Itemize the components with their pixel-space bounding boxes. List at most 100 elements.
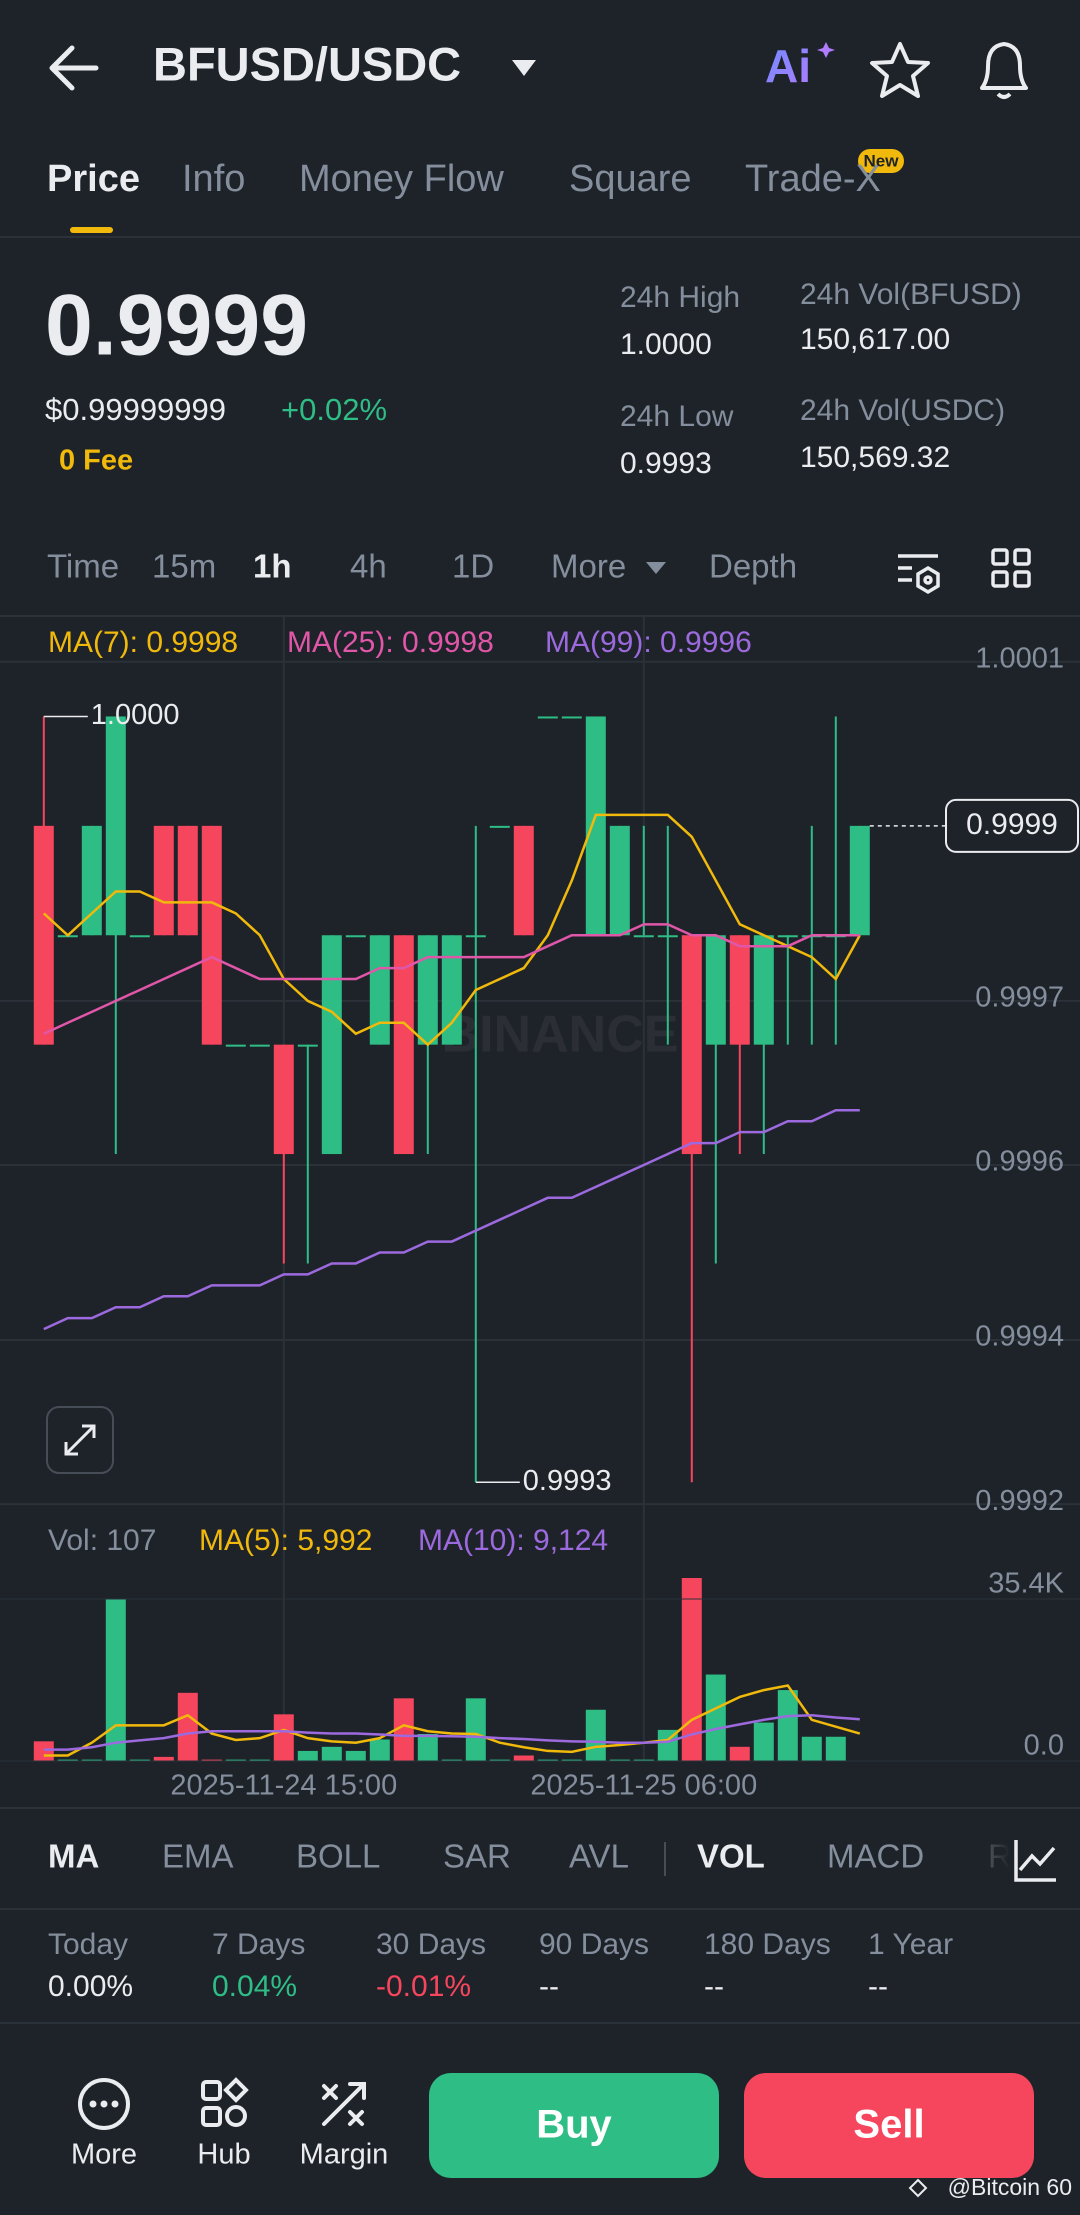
volume-bar [33, 1741, 54, 1761]
y-tick-label: 0.9997 [975, 982, 1064, 1014]
candle-body [153, 825, 174, 936]
sell-label: Sell [853, 2103, 924, 2147]
interval[interactable]: 4h [350, 548, 387, 585]
usd-price: $0.99999999 [45, 392, 226, 427]
volume-bar [585, 1709, 606, 1761]
vol-tick-label: 0.0 [1024, 1730, 1064, 1762]
ma-line [43, 1109, 860, 1331]
low-marker-label: 0.9993 [523, 1465, 612, 1497]
back-button[interactable] [49, 45, 99, 91]
indicator-tab[interactable]: EMA [162, 1838, 234, 1875]
candle-body [297, 1044, 318, 1047]
expand-button[interactable] [46, 1406, 114, 1474]
candle-body [849, 825, 870, 936]
margin-label: Margin [300, 2139, 389, 2171]
price-change: +0.02% [281, 392, 387, 427]
candle-body [657, 935, 678, 938]
interval[interactable]: 15m [152, 548, 216, 585]
ma-legend: MA(25): 0.9998 [287, 626, 494, 659]
layout-icon[interactable] [991, 548, 1031, 588]
hub-label: Hub [197, 2139, 250, 2171]
interval[interactable]: Depth [709, 548, 797, 585]
tab[interactable]: Square [569, 158, 692, 200]
perf-value: -- [704, 1970, 724, 2003]
candle-body [681, 935, 702, 1155]
stat-label: 24h Vol(BFUSD) [800, 278, 1022, 311]
chart-settings-icon[interactable] [898, 554, 940, 595]
volume-bar [609, 1759, 630, 1761]
perf-period: Today [48, 1928, 128, 1961]
candle-body [201, 825, 222, 1045]
interval[interactable]: 1D [452, 548, 494, 585]
indicator-tab[interactable]: BOLL [296, 1838, 380, 1875]
volume-bar [753, 1722, 774, 1761]
buy-button[interactable] [429, 2073, 719, 2178]
vol-legend: Vol: 107 [48, 1524, 156, 1557]
candle-body [129, 935, 150, 938]
x-tick-label: 2025-11-25 06:00 [530, 1770, 757, 1802]
volume-bar [561, 1759, 582, 1761]
candle-body [513, 825, 534, 936]
hub-icon[interactable] [201, 2077, 249, 2127]
sell-button[interactable] [744, 2073, 1034, 2178]
new-badge-bg [858, 149, 904, 173]
tab[interactable]: Trade-X [745, 158, 881, 200]
favorite-icon[interactable] [870, 42, 930, 98]
stat-value: 0.9993 [620, 447, 712, 480]
last-price: 0.9999 [45, 278, 308, 374]
volume-bar [465, 1698, 486, 1761]
chart-layer: BINANCE [0, 617, 1080, 1762]
candle-body [537, 716, 558, 719]
indicator-tab[interactable]: MA [48, 1838, 99, 1875]
more-dots [89, 2100, 119, 2108]
indicator-tab[interactable]: AVL [569, 1838, 629, 1875]
volume-bar [201, 1759, 222, 1761]
x-tick-label: 2025-11-24 15:00 [170, 1770, 397, 1802]
stat-value: 150,617.00 [800, 323, 950, 356]
high-marker-label: 1.0000 [91, 699, 180, 731]
ai-button[interactable]: Ai [765, 40, 811, 92]
vol-tick-label: 35.4K [988, 1568, 1064, 1600]
ma-line [43, 1684, 861, 1757]
last-price-label: 0.9999 [966, 808, 1058, 841]
tab[interactable]: Price [47, 158, 140, 200]
indicator-settings-icon[interactable] [1014, 1840, 1056, 1882]
interval[interactable]: More [551, 548, 626, 585]
candle-body [273, 1044, 294, 1155]
candle-body [249, 1044, 270, 1047]
ma-line [42, 813, 861, 1047]
volume-bar [345, 1750, 366, 1761]
volume-bar [297, 1750, 318, 1761]
tab[interactable]: Info [182, 158, 245, 200]
more-dropdown[interactable] [646, 562, 666, 574]
perf-value: -- [539, 1970, 559, 2003]
indicator-tab[interactable]: VOL [697, 1838, 765, 1875]
interval[interactable]: 1h [253, 548, 292, 585]
margin-icon[interactable] [322, 2082, 366, 2126]
candle-body [345, 935, 366, 938]
last-price-box [945, 798, 1079, 853]
ai-sparkle [817, 42, 835, 58]
candle-body [585, 716, 606, 936]
new-badge: New [864, 151, 900, 170]
ma-line [43, 1713, 860, 1751]
notification-icon[interactable] [980, 42, 1028, 99]
perf-value: -- [868, 1970, 888, 2003]
more-icon[interactable] [78, 2078, 130, 2130]
interval: Time [47, 548, 119, 585]
indicator-tab[interactable]: MACD [827, 1838, 924, 1875]
pair-dropdown[interactable] [512, 60, 536, 76]
volume-bar [105, 1599, 126, 1761]
y-tick-label: 0.9992 [975, 1485, 1064, 1517]
vol-legend: MA(5): 5,992 [199, 1524, 372, 1557]
candle-body [489, 825, 510, 828]
y-tick-label: 0.9996 [975, 1146, 1064, 1178]
indicator-tab[interactable]: SAR [443, 1838, 511, 1875]
volume-bar [225, 1759, 246, 1761]
candle-body [321, 935, 342, 1155]
candle-body [177, 825, 198, 936]
perf-period: 1 Year [868, 1928, 953, 1961]
volume-bar [321, 1746, 342, 1761]
tab[interactable]: Money Flow [299, 158, 504, 200]
